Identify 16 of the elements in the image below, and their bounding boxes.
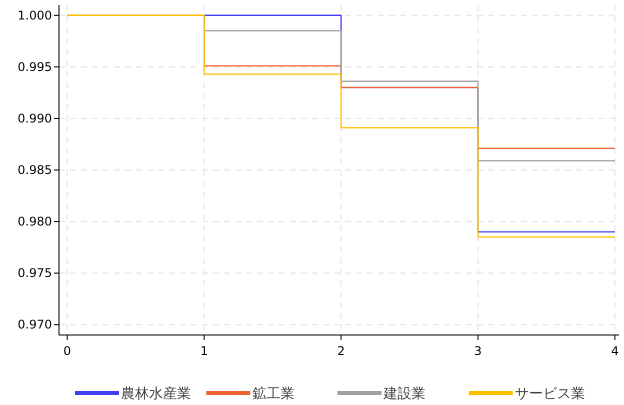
x-tick-label: 0 (63, 344, 72, 358)
legend-label: 鉱工業 (252, 386, 294, 402)
y-tick-label: 0.980 (18, 214, 52, 229)
y-tick-label: 0.995 (18, 60, 52, 74)
x-tick-label: 3 (474, 344, 482, 358)
legend-label: サービス業 (514, 386, 585, 402)
y-tick-label: 0.970 (18, 318, 52, 332)
y-tick-label: 0.985 (18, 163, 52, 177)
x-tick-label: 1 (200, 344, 208, 358)
y-tick-label: 1.000 (18, 8, 52, 22)
x-tick-label: 4 (611, 344, 619, 358)
legend-label: 建設業 (382, 386, 426, 402)
y-tick-label: 0.990 (18, 111, 52, 126)
legend-label: 農林水産業 (121, 386, 191, 402)
y-tick-label: 0.975 (18, 266, 52, 280)
x-tick-label: 2 (337, 344, 345, 358)
